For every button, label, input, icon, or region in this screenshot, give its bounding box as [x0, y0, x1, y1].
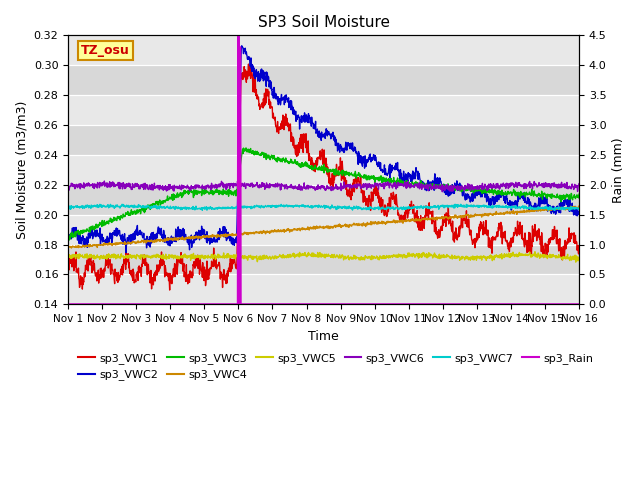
Bar: [68, 125, 579, 155]
Title: SP3 Soil Moisture: SP3 Soil Moisture: [257, 15, 390, 30]
Bar: [68, 275, 579, 304]
Bar: [68, 215, 579, 244]
X-axis label: Time: Time: [308, 330, 339, 343]
Text: TZ_osu: TZ_osu: [81, 44, 130, 57]
Bar: [68, 65, 579, 95]
Bar: [68, 185, 579, 215]
Y-axis label: Rain (mm): Rain (mm): [612, 137, 625, 203]
Bar: [68, 36, 579, 65]
Bar: [68, 155, 579, 185]
Bar: [68, 95, 579, 125]
Bar: [68, 244, 579, 275]
Legend: sp3_VWC1, sp3_VWC2, sp3_VWC3, sp3_VWC4, sp3_VWC5, sp3_VWC6, sp3_VWC7, sp3_Rain: sp3_VWC1, sp3_VWC2, sp3_VWC3, sp3_VWC4, …: [74, 348, 598, 385]
Y-axis label: Soil Moisture (m3/m3): Soil Moisture (m3/m3): [15, 101, 28, 239]
